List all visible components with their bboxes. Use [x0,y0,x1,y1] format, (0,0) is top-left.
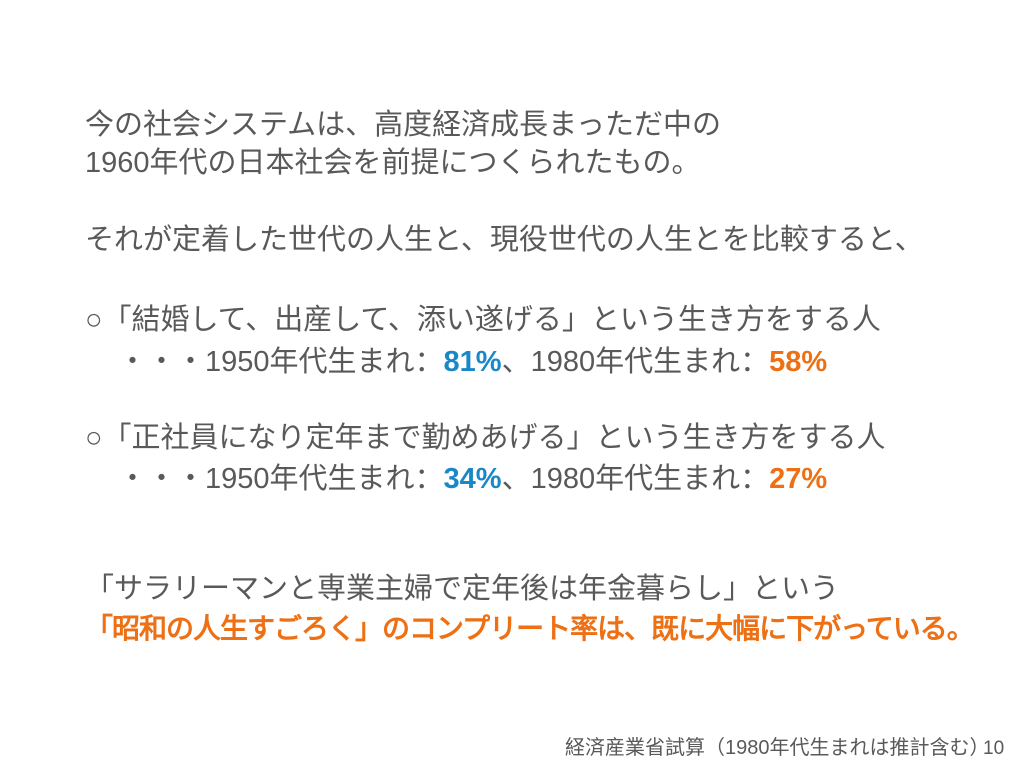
finding-employment-value-1950s: 34% [443,463,502,495]
slide-page-number: 10 [983,738,1005,759]
finding-employment-value-1980s: 27% [769,463,828,495]
intro-line-2: 1960年代の日本社会を前提につくられたもの。 [85,147,701,179]
finding-marriage-value-1980s: 58% [769,346,828,378]
finding-marriage-value-1950s: 81% [443,346,502,378]
conclusion-block: 「サラリーマンと専業主婦で定年後は年金暮らし」という 「昭和の人生すごろく」のコ… [85,569,975,649]
finding-employment-values: ・・・1950年代生まれ：34%、1980年代生まれ：27% [85,459,886,500]
intro-paragraph: 今の社会システムは、高度経済成長まっただ中の 1960年代の日本社会を前提につく… [85,106,721,182]
finding-marriage-middle: 、1980年代生まれ： [501,346,770,378]
finding-employment: ○「正社員になり定年まで勤めあげる」という生き方をする人 ・・・1950年代生ま… [85,418,886,500]
finding-marriage-values: ・・・1950年代生まれ：81%、1980年代生まれ：58% [85,341,881,383]
comparison-lead-text: それが定着した世代の人生と、現役世代の人生とを比較すると、 [85,224,924,256]
finding-employment-statement: ○「正社員になり定年まで勤めあげる」という生き方をする人 [85,422,886,454]
conclusion-line-1: 「サラリーマンと専業主婦で定年後は年金暮らし」という [85,573,840,605]
finding-marriage: ○「結婚して、出産して、添い遂げる」という生き方をする人 ・・・1950年代生ま… [85,299,881,383]
intro-line-1: 今の社会システムは、高度経済成長まっただ中の [85,109,721,141]
finding-marriage-statement: ○「結婚して、出産して、添い遂げる」という生き方をする人 [85,304,881,336]
finding-employment-prefix: ・・・1950年代生まれ： [118,463,444,495]
finding-marriage-prefix: ・・・1950年代生まれ： [118,346,444,378]
finding-employment-middle: 、1980年代生まれ： [501,463,770,495]
conclusion-emphasis-line: 「昭和の人生すごろく」のコンプリート率は、既に大幅に下がっている。 [85,613,975,644]
source-attribution: 経済産業省試算（1980年代生まれは推計含む） [565,737,990,759]
